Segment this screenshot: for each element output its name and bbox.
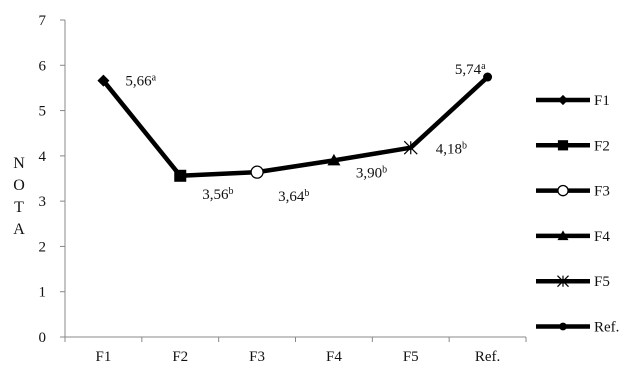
data-point-f5 (403, 140, 418, 155)
y-tick-label: 4 (39, 149, 47, 165)
y-label-letter: N (13, 155, 25, 172)
y-label-letter: T (14, 199, 24, 216)
legend-marker (557, 94, 569, 106)
legend-entry-f2: F2 (536, 138, 610, 154)
data-point-ref (483, 72, 493, 82)
legend-label: F4 (594, 229, 610, 245)
y-tick-label: 0 (39, 330, 47, 346)
legend-entry-ref: Ref. (536, 320, 619, 336)
x-tick-label: F2 (172, 349, 188, 365)
legend-marker (557, 184, 569, 197)
legend-marker (557, 275, 569, 288)
x-tick-label: F5 (403, 349, 419, 365)
legend-label: F5 (594, 274, 610, 290)
series-line (101, 75, 490, 179)
y-tick-label: 1 (39, 285, 47, 301)
data-point-f4 (327, 153, 341, 166)
legend-entry-f5: F5 (536, 274, 610, 290)
data-label-f5: 4,18b (436, 141, 467, 158)
data-label-f4: 3,90b (356, 164, 387, 181)
data-label-f2: 3,56b (202, 186, 233, 203)
data-labels: 5,66a 3,56b 3,64b 3,90b 4,18b 5,74a (125, 61, 486, 205)
legend-marker (557, 140, 569, 151)
legend-label: F2 (594, 138, 610, 154)
y-tick-label: 2 (39, 239, 47, 255)
data-point-f3 (250, 165, 264, 179)
x-tick-labels: F1 F2 F3 F4 F5 Ref. (64, 337, 527, 365)
legend-entry-f1: F1 (536, 93, 610, 109)
y-label-letter: A (13, 221, 25, 238)
data-label-ref: 5,74a (455, 61, 486, 78)
data-point-f2 (174, 169, 187, 182)
y-tick-label: 5 (39, 104, 47, 120)
x-tick-label: F1 (95, 349, 111, 365)
point-markers (97, 72, 493, 182)
x-tick-label: F3 (249, 349, 265, 365)
y-tick-labels: 0 1 2 3 4 5 6 7 (39, 13, 65, 346)
legend-label: F1 (594, 93, 610, 109)
legend-marker (559, 322, 567, 331)
y-label-letter: O (13, 177, 25, 194)
x-tick-label: Ref. (475, 349, 500, 365)
legend: F1 F2 F3 F4 F5 Ref. (536, 93, 619, 336)
legend-label: F3 (594, 184, 610, 200)
data-label-f1: 5,66a (125, 73, 156, 90)
x-tick-label: F4 (326, 349, 342, 365)
legend-entry-f4: F4 (536, 229, 610, 245)
data-point-f1 (97, 74, 110, 87)
y-tick-label: 7 (39, 13, 47, 29)
data-label-f3: 3,64b (278, 188, 309, 205)
y-tick-label: 3 (39, 194, 47, 210)
legend-label: Ref. (594, 320, 619, 336)
legend-marker (557, 230, 569, 241)
y-tick-label: 6 (39, 58, 47, 74)
legend-entry-f3: F3 (536, 184, 610, 200)
series-polyline (101, 75, 490, 179)
